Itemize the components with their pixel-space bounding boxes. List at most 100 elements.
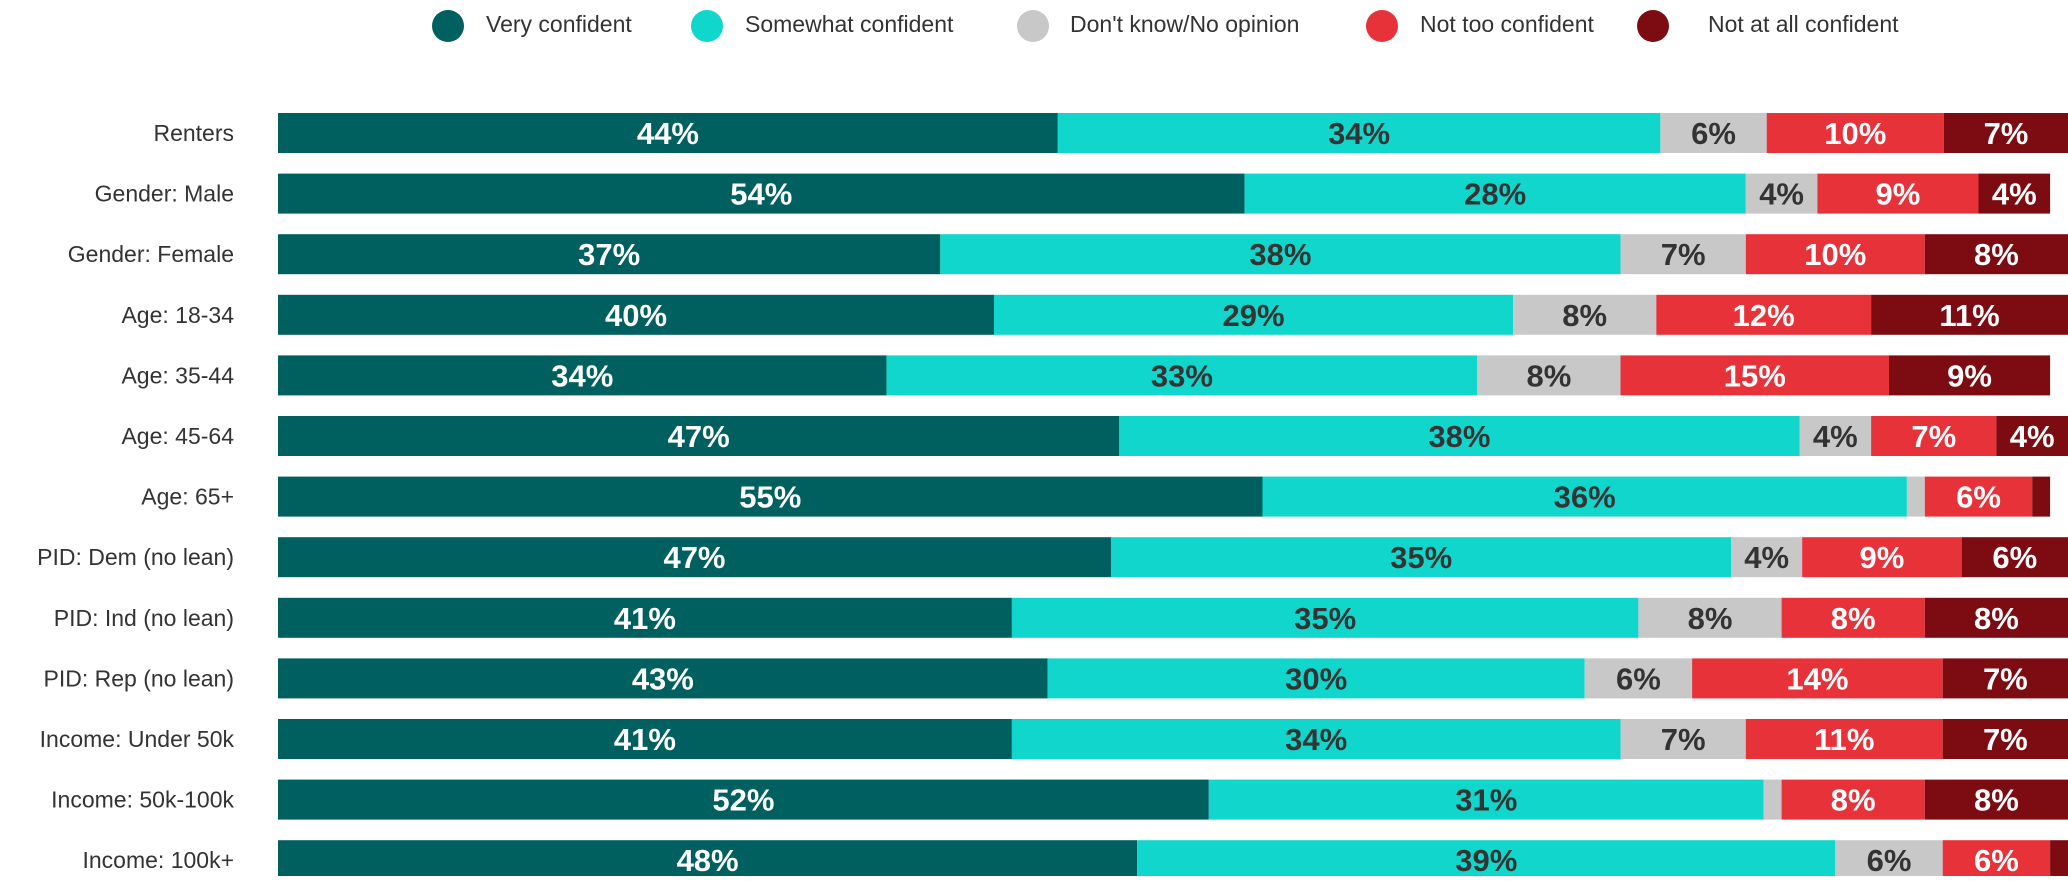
data-label-don-t-know-no-opinion: 6% — [1867, 843, 1912, 876]
bar-segment-don-t-know-no-opinion — [1835, 840, 1943, 881]
bar-segment-somewhat-confident — [1057, 113, 1661, 153]
bar-segment-somewhat-confident — [1011, 597, 1639, 638]
category-label: PID: Ind (no lean) — [54, 605, 234, 631]
data-label-somewhat-confident: 38% — [1249, 237, 1311, 272]
bar-segment-very-confident — [278, 113, 1058, 153]
data-label-not-too-confident: 14% — [1786, 661, 1848, 696]
bar-segment-not-too-confident — [1871, 416, 1997, 456]
bar-segment-not-too-confident — [1692, 658, 1943, 699]
data-label-not-too-confident: 8% — [1831, 783, 1876, 818]
bar-segment-not-at-all-confident — [1889, 355, 2051, 396]
data-label-not-at-all-confident: 9% — [1947, 358, 1992, 393]
data-label-somewhat-confident: 29% — [1223, 298, 1285, 333]
data-label-not-at-all-confident: 11% — [1939, 298, 1999, 333]
legend-label-very-confident: Very confident — [486, 11, 632, 37]
category-label: PID: Dem (no lean) — [37, 544, 234, 570]
category-label: Age: 45-64 — [121, 423, 234, 449]
bar-row-pid-rep-no-lean: PID: Rep (no lean) 43% 30% 6% 14% 7% — [44, 658, 2068, 699]
bar-segment-somewhat-confident — [1119, 416, 1800, 456]
data-label-somewhat-confident: 31% — [1455, 783, 1517, 818]
data-label-very-confident: 44% — [637, 116, 699, 151]
data-label-not-too-confident: 11% — [1814, 722, 1874, 757]
bar-segment-don-t-know-no-opinion — [1799, 416, 1872, 456]
bar-segment-don-t-know-no-opinion — [1731, 537, 1803, 578]
data-label-very-confident: 41% — [614, 722, 676, 757]
bar-segment-don-t-know-no-opinion — [1763, 779, 1782, 820]
legend-marker-not-at-all-confident — [1637, 10, 1669, 42]
bar-segment-not-at-all-confident — [1942, 658, 2068, 699]
bar-segment-not-too-confident — [1745, 234, 1925, 275]
data-label-not-at-all-confident: 7% — [1983, 722, 2028, 757]
data-label-very-confident: 40% — [605, 298, 667, 333]
bar-segment-very-confident — [278, 234, 941, 275]
bar-row-age-45-64: Age: 45-64 47% 38% 4% 7% 4% — [121, 416, 2068, 456]
bar-segment-don-t-know-no-opinion — [1745, 173, 1818, 214]
bar-segment-don-t-know-no-opinion — [1638, 597, 1782, 638]
category-label: Gender: Female — [68, 241, 234, 267]
category-label: Income: 50k-100k — [51, 787, 234, 813]
bar-segment-very-confident — [278, 840, 1138, 881]
data-label-not-too-confident: 6% — [1956, 480, 2001, 515]
bar-segment-don-t-know-no-opinion — [1584, 658, 1693, 699]
data-label-not-too-confident: 10% — [1824, 116, 1886, 151]
bar-row-gender-male: Gender: Male 54% 28% 4% 9% 4% — [95, 173, 2051, 214]
data-label-not-at-all-confident: 8% — [1974, 237, 2019, 272]
bar-segment-not-too-confident — [1745, 719, 1943, 759]
legend-marker-very-confident — [432, 10, 464, 42]
bar-segment-not-at-all-confident — [2050, 840, 2068, 881]
data-label-don-t-know-no-opinion: 4% — [1813, 419, 1858, 454]
bar-segment-don-t-know-no-opinion — [1620, 234, 1746, 275]
bar-segment-don-t-know-no-opinion — [1620, 719, 1746, 759]
bar-segment-don-t-know-no-opinion — [1906, 476, 1925, 517]
data-label-not-at-all-confident: 4% — [2010, 419, 2055, 454]
data-label-somewhat-confident: 35% — [1390, 540, 1452, 575]
data-label-don-t-know-no-opinion: 4% — [1759, 177, 1804, 212]
bar-segment-not-at-all-confident — [1943, 113, 2068, 153]
data-label-somewhat-confident: 34% — [1285, 722, 1347, 757]
data-label-somewhat-confident: 30% — [1285, 661, 1347, 696]
bar-segment-not-at-all-confident — [1871, 294, 2068, 335]
data-label-not-too-confident: 12% — [1733, 298, 1795, 333]
bar-segment-somewhat-confident — [1208, 779, 1764, 820]
legend-marker-don-t-know-no-opinion — [1017, 10, 1049, 42]
data-label-not-too-confident: 8% — [1831, 601, 1876, 636]
bar-segment-not-too-confident — [1817, 173, 1979, 214]
bar-row-gender-female: Gender: Female 37% 38% 7% 10% 8% — [68, 234, 2068, 275]
data-label-somewhat-confident: 36% — [1554, 480, 1616, 515]
legend-marker-not-too-confident — [1366, 10, 1398, 42]
category-label: Age: 18-34 — [121, 302, 234, 328]
data-label-not-at-all-confident: 7% — [1983, 661, 2028, 696]
bar-row-pid-ind-no-lean: PID: Ind (no lean) 41% 35% 8% 8% 8% — [54, 597, 2068, 638]
bar-segment-not-too-confident — [1781, 597, 1925, 638]
data-label-somewhat-confident: 34% — [1328, 116, 1390, 151]
data-label-don-t-know-no-opinion: 8% — [1562, 298, 1607, 333]
bar-segment-not-too-confident — [1942, 840, 2051, 881]
bar-segment-not-at-all-confident — [1961, 537, 2068, 578]
category-label: PID: Rep (no lean) — [44, 665, 234, 691]
data-label-not-at-all-confident: 7% — [1984, 116, 2029, 151]
data-label-somewhat-confident: 39% — [1455, 843, 1517, 876]
legend-label-don-t-know-no-opinion: Don't know/No opinion — [1070, 11, 1299, 37]
data-label-not-too-confident: 9% — [1860, 540, 1905, 575]
bar-row-age-35-44: Age: 35-44 34% 33% 8% 15% 9% — [121, 355, 2051, 396]
bar-row-age-18-34: Age: 18-34 40% 29% 8% 12% 11% — [121, 294, 2068, 335]
bar-segment-very-confident — [278, 537, 1111, 578]
bar-row-renters: Renters 44% 34% 6% 10% 7% — [153, 113, 2068, 153]
bar-segment-somewhat-confident — [1137, 840, 1836, 881]
category-label: Gender: Male — [95, 181, 234, 207]
bar-segment-not-at-all-confident — [1924, 234, 2068, 275]
data-label-don-t-know-no-opinion: 8% — [1526, 358, 1571, 393]
data-label-somewhat-confident: 38% — [1428, 419, 1490, 454]
bar-segment-not-too-confident — [1924, 476, 2033, 517]
bar-segment-not-too-confident — [1620, 355, 1889, 396]
bar-segment-don-t-know-no-opinion — [1660, 113, 1767, 153]
bar-segment-very-confident — [278, 355, 887, 396]
data-label-very-confident: 47% — [663, 540, 725, 575]
bar-segment-very-confident — [278, 173, 1245, 214]
bar-row-income-50k-100k: Income: 50k-100k 52% 31% 8% 8% — [51, 779, 2068, 820]
data-label-not-too-confident: 9% — [1876, 177, 1921, 212]
bar-segment-somewhat-confident — [1262, 476, 1907, 517]
bar-segment-not-too-confident — [1781, 779, 1925, 820]
bar-segment-very-confident — [278, 416, 1120, 456]
